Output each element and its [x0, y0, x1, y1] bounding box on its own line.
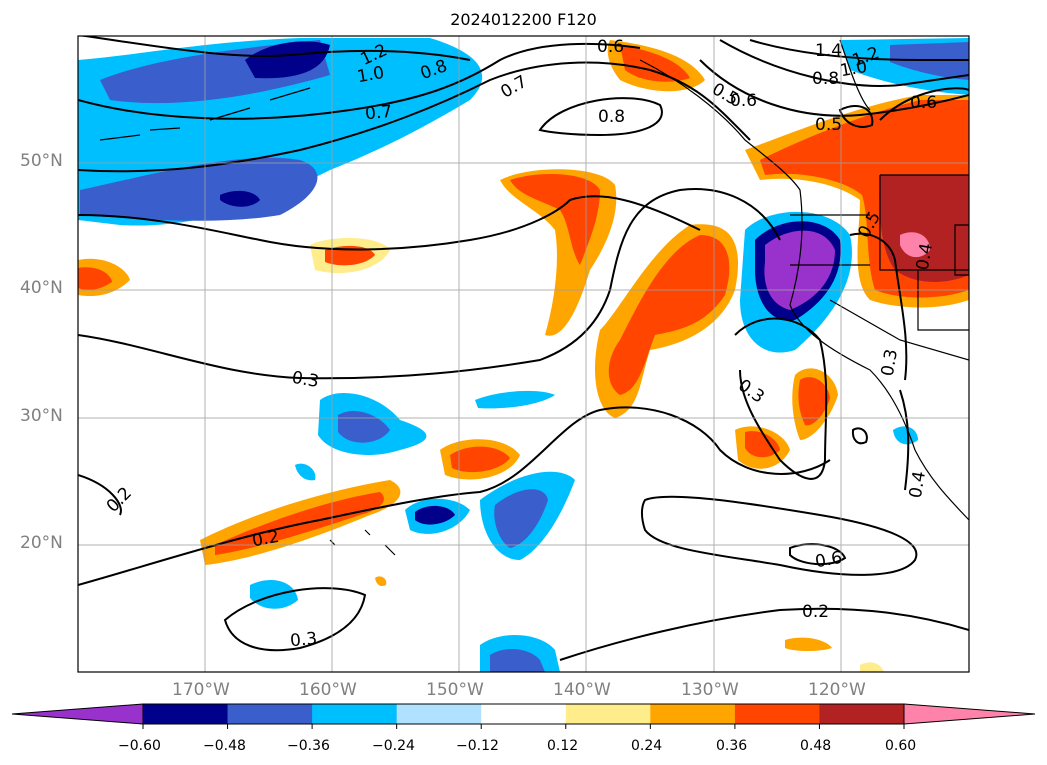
contour-label: 1.0	[356, 63, 386, 87]
colorbar-tick-label: −0.48	[203, 738, 246, 754]
contour-label: 1.0	[839, 57, 869, 81]
contour-label: 0.2	[251, 527, 281, 551]
contour-label: 0.3	[878, 348, 902, 378]
colorbar-tick-label: 0.36	[716, 738, 748, 754]
colorbar-segment	[734, 704, 820, 724]
colorbar-segment	[481, 704, 567, 724]
colorbar-segment	[312, 704, 398, 724]
contour-label: 0.3	[290, 368, 320, 392]
colorbar-max-extension	[904, 704, 1035, 724]
contour-label: 1.4	[815, 41, 842, 61]
contour-label: 0.3	[289, 629, 318, 651]
colorbar-tick-label: 0.12	[547, 738, 579, 754]
colorbar-tick-label: −0.12	[456, 738, 499, 754]
colorbar-segment	[143, 704, 229, 724]
lon-label-120w: 120°W	[808, 680, 866, 700]
contour-label: 0.4	[913, 242, 937, 272]
map-title: 2024012200 F120	[450, 10, 597, 29]
contour-label: 0.2	[802, 602, 829, 622]
colorbar-tick-label: 0.24	[631, 738, 663, 754]
colorbar-tick-label: −0.24	[372, 738, 415, 754]
lat-label-50n: 50°N	[20, 151, 63, 171]
lat-label-30n: 30°N	[20, 406, 63, 426]
contour-label: 0.6	[910, 93, 937, 113]
contour-label: 0.8	[812, 69, 839, 89]
lon-label-170w: 170°W	[172, 680, 230, 700]
lon-label-130w: 130°W	[681, 680, 739, 700]
lat-label-20n: 20°N	[20, 533, 63, 553]
graticule	[78, 36, 969, 672]
colorbar-tick-label: 0.48	[800, 738, 832, 754]
lat-label-40n: 40°N	[20, 278, 63, 298]
colorbar-segment	[227, 704, 313, 724]
coastlines	[99, 39, 969, 556]
colorbar-segment	[565, 704, 651, 724]
colorbar-tick-label: −0.36	[287, 738, 330, 754]
colorbar-tick-label: 0.60	[885, 738, 917, 754]
map-frame	[77, 35, 970, 673]
colorbar-tick-label: −0.60	[118, 738, 161, 754]
lon-label-160w: 160°W	[299, 680, 357, 700]
contour-label: 0.6	[814, 548, 844, 572]
lon-label-140w: 140°W	[553, 680, 611, 700]
contour-label: 0.6	[597, 37, 624, 57]
map-plot-area: 1.41.21.21.01.00.80.80.80.70.70.60.60.60…	[78, 36, 969, 672]
contour-label: 0.8	[598, 107, 625, 127]
colorbar-min-extension	[12, 704, 143, 724]
contour-label: 0.4	[906, 470, 930, 500]
colorbar-segment	[396, 704, 482, 724]
colorbar	[11, 703, 1036, 729]
contour-label: 0.6	[730, 91, 757, 111]
colorbar-segment	[819, 704, 905, 724]
contour-label: 0.5	[815, 115, 842, 135]
positive-anomaly-shading	[78, 40, 969, 672]
contour-label: 0.7	[364, 102, 393, 124]
colorbar-segment	[650, 704, 736, 724]
lon-label-150w: 150°W	[426, 680, 484, 700]
